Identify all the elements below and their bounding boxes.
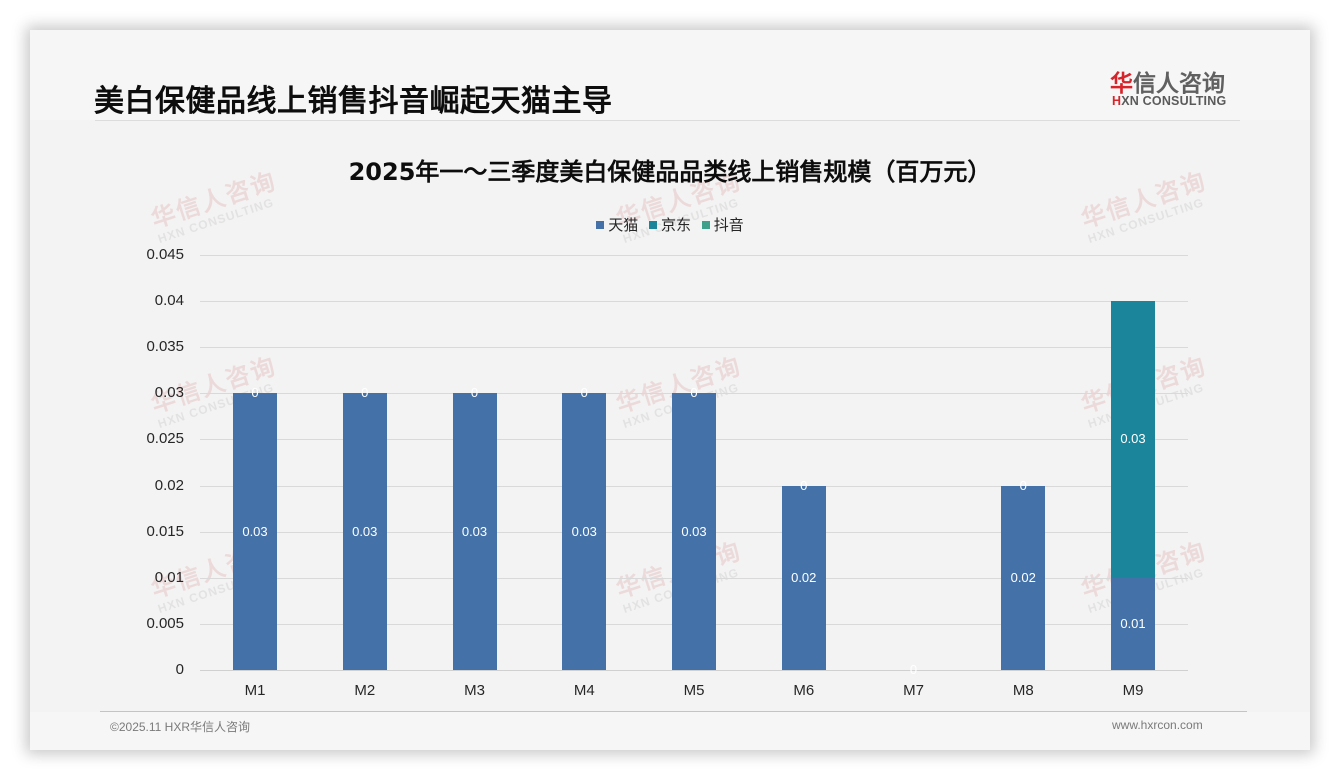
bar-data-label: 0.02: [791, 569, 817, 585]
y-axis-tick-label: 0.04: [154, 292, 184, 309]
bar-m5-series-0[interactable]: [672, 393, 716, 670]
legend-item-jd: 京东: [648, 214, 691, 235]
slide-card: 美白保健品线上销售抖音崛起天猫主导 华信人咨询 HXN CONSULTING 华…: [30, 30, 1310, 750]
footer-band: [30, 712, 1310, 750]
bar-data-label: 0.03: [681, 523, 707, 539]
plot-area: 0 0.005 0.01 0.015 0.02 0.025 0.03 0.035 0.04 0.0…: [30, 30, 1310, 750]
bar-data-label: 0.03: [571, 523, 597, 539]
logo-en-rest: XN CONSULTING: [1121, 94, 1227, 108]
y-axis-tick-label: 0.035: [146, 338, 184, 355]
footer-copyright: ©2025.11 HXR华信人咨询: [110, 720, 250, 734]
bar-m2-series-0[interactable]: [342, 393, 387, 670]
legend-swatch-jd: [648, 220, 657, 229]
x-axis-tick-label: M2: [354, 682, 376, 699]
y-axis-tick-label: 0.015: [146, 523, 184, 540]
chart-title: 2025年一～三季度美白保健品品类线上销售规模（百万元）: [348, 158, 992, 186]
bar-data-label: 0.03: [1120, 431, 1146, 447]
y-axis-tick-label: 0.025: [146, 430, 184, 447]
x-axis-tick-label: M5: [683, 682, 705, 699]
x-axis-tick-label: M1: [244, 682, 266, 699]
footer-website[interactable]: www.hxrcon.com: [1112, 718, 1203, 732]
bar-data-label: 0: [1019, 477, 1027, 493]
header-divider: [95, 120, 1240, 121]
bar-data-label: 0: [470, 385, 479, 401]
bar-m3-series-0[interactable]: [452, 393, 497, 670]
bar-m1-series-0[interactable]: [233, 393, 277, 670]
bar-data-label: 0.02: [1010, 569, 1036, 585]
y-axis-tick-label: 0.045: [146, 246, 184, 263]
company-logo: 华信人咨询 HXN CONSULTING: [1110, 64, 1245, 114]
bar-m9-series-0[interactable]: [1111, 577, 1155, 670]
logo-en-accent: H: [1112, 94, 1122, 108]
logo-chinese: 华信人咨询: [1110, 64, 1225, 98]
legend-label: 抖音: [713, 216, 744, 234]
bar-m4-series-0[interactable]: [562, 393, 607, 670]
bar-data-label: 0: [580, 385, 588, 401]
bar-m9-series-1[interactable]: [1111, 301, 1155, 578]
legend-label: 天猫: [608, 216, 639, 234]
gridline: [200, 301, 1188, 302]
logo-english: HXN CONSULTING: [1112, 94, 1226, 108]
x-axis-tick-label: M8: [1012, 682, 1034, 699]
bar-data-label: 0: [909, 662, 918, 677]
bar-data-label: 0: [361, 385, 369, 401]
logo-accent-char: 华: [1110, 71, 1133, 97]
bar-data-label: 0.03: [242, 523, 268, 539]
y-axis-tick-label: 0.02: [154, 477, 184, 494]
bar-data-label: 0: [800, 477, 808, 493]
legend-item-douyin: 抖音: [701, 214, 744, 235]
y-axis-tick-label: 0.01: [154, 569, 184, 586]
header-band: [30, 30, 1310, 120]
footer-divider: [100, 711, 1247, 712]
x-axis-tick-label: M4: [573, 682, 595, 699]
logo-chinese-rest: 信人咨询: [1133, 71, 1225, 97]
legend-swatch-tmall: [596, 220, 605, 229]
y-axis-tick-label: 0.005: [146, 615, 184, 632]
x-axis-tick-label: M7: [903, 682, 924, 699]
y-axis-tick-label: 0: [175, 661, 184, 678]
legend-item-tmall: 天猫: [596, 214, 638, 235]
x-axis-tick-label: M9: [1122, 682, 1144, 699]
bar-data-label: 0: [251, 385, 259, 401]
gridline: [200, 255, 1188, 256]
legend-label: 京东: [660, 216, 691, 234]
chart-legend: 天猫 京东 抖音: [30, 214, 1310, 235]
legend-swatch-douyin: [701, 220, 710, 229]
x-axis-tick-label: M3: [464, 682, 485, 699]
bar-data-label: 0: [690, 385, 698, 401]
bar-data-label: 0.03: [461, 523, 488, 539]
x-axis-line: [200, 670, 1188, 671]
page-title: 美白保健品线上销售抖音崛起天猫主导: [94, 84, 613, 119]
bar-data-label: 0.03: [352, 523, 378, 539]
gridline: [200, 347, 1188, 348]
bar-m8-series-0[interactable]: [1001, 485, 1046, 670]
x-axis-tick-label: M6: [793, 682, 815, 699]
bar-data-label: 0.01: [1120, 615, 1146, 631]
y-axis-tick-label: 0.03: [154, 384, 184, 401]
bar-m6-series-0[interactable]: [781, 485, 826, 670]
